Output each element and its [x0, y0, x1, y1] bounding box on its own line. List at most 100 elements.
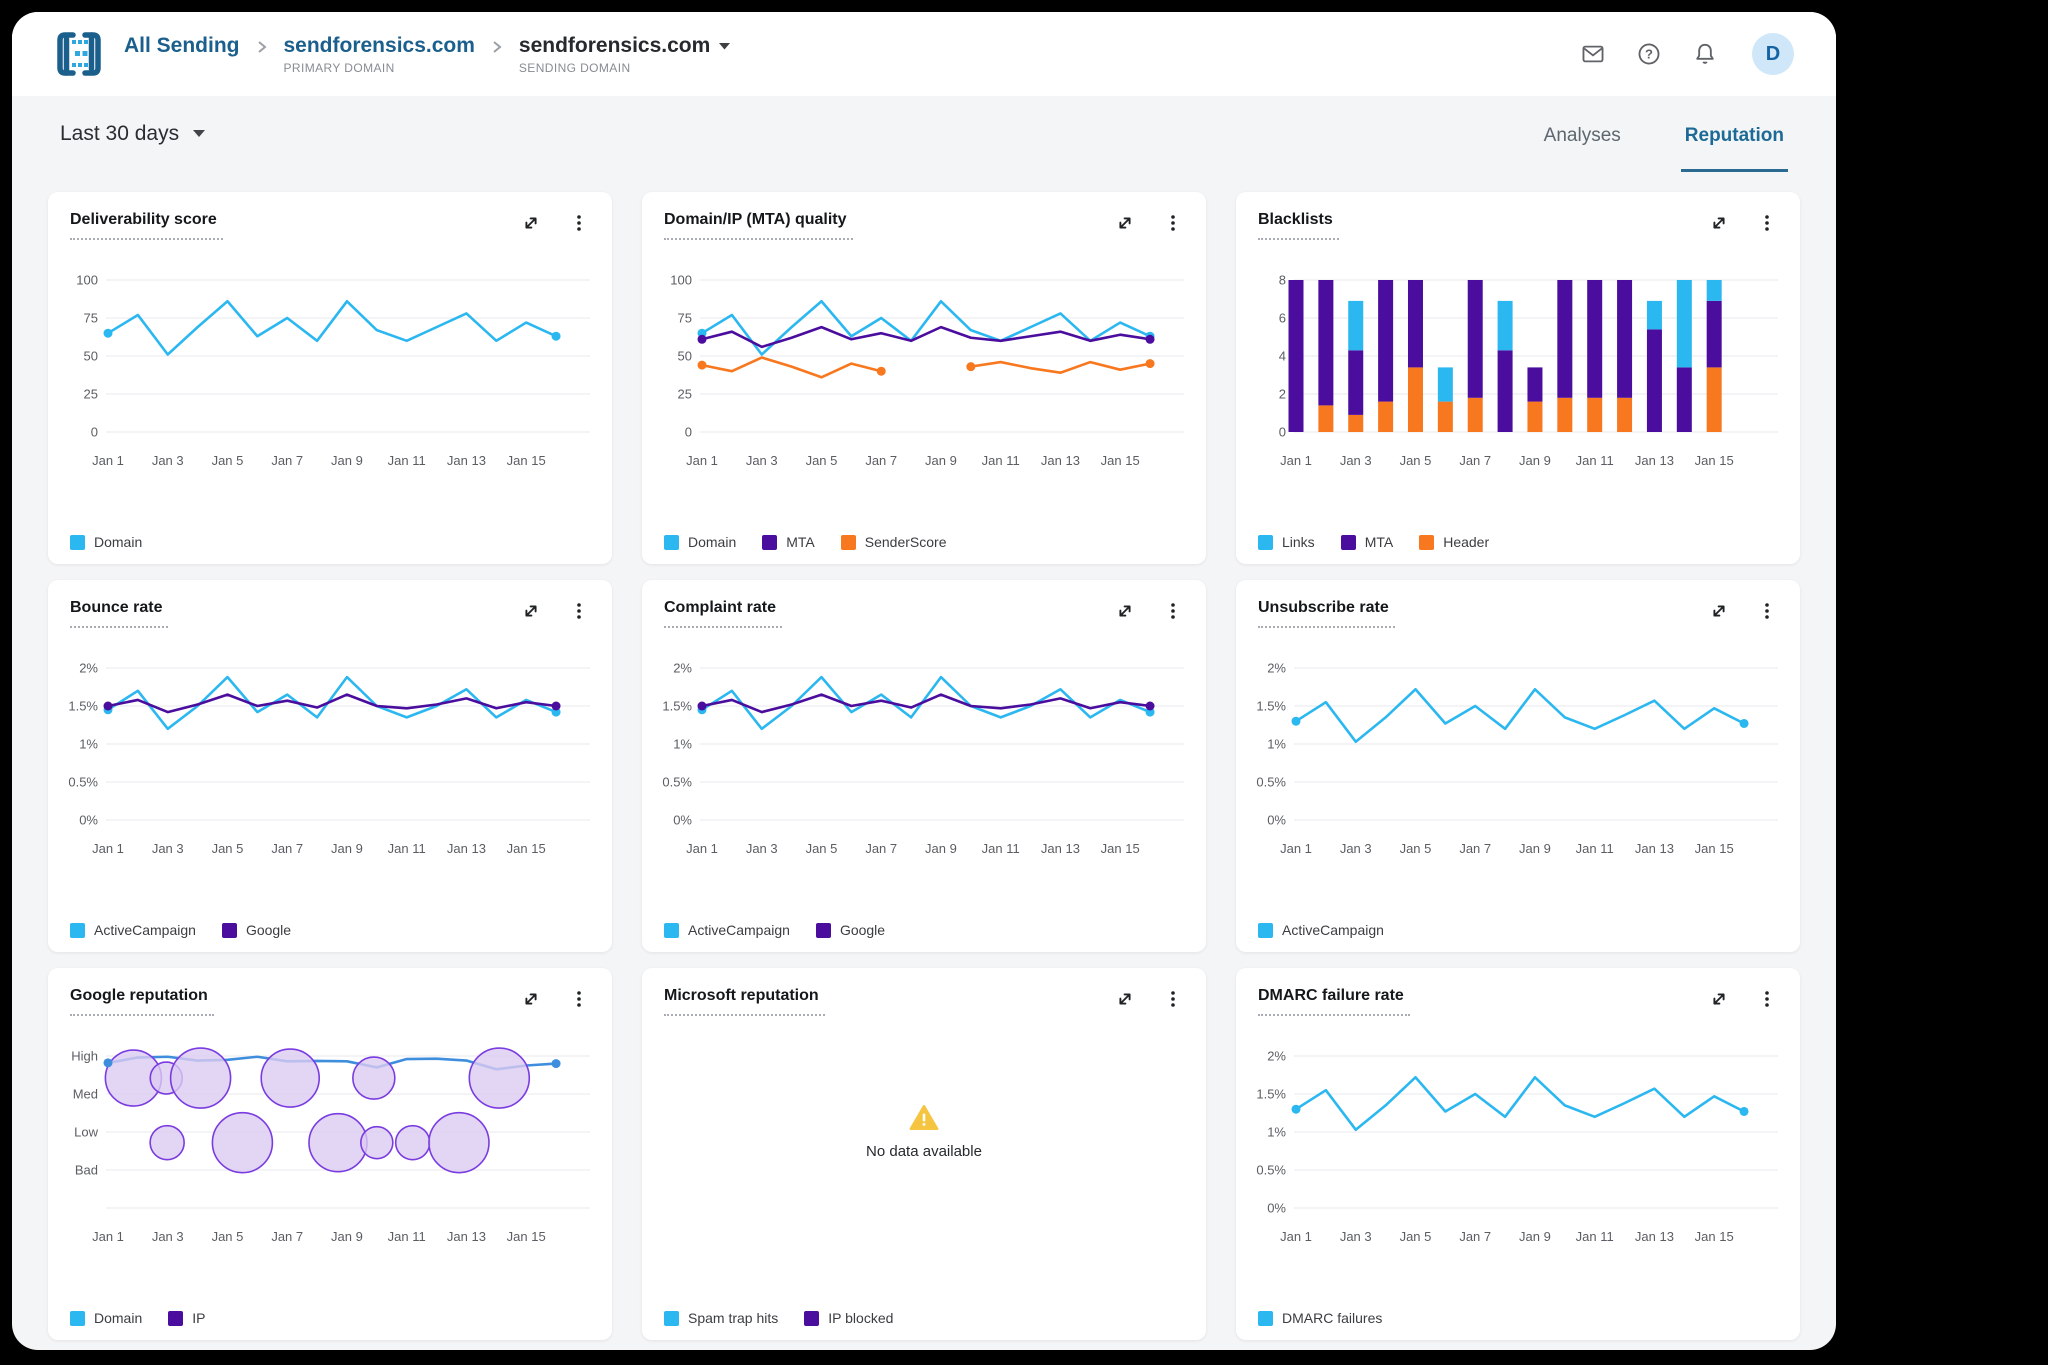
notifications-icon[interactable]	[1692, 41, 1718, 67]
svg-text:Jan 9: Jan 9	[1519, 841, 1551, 856]
legend-item: Links	[1258, 534, 1315, 550]
more-options-icon[interactable]	[1756, 988, 1778, 1010]
breadcrumb: All Sending sendforensics.com PRIMARY DO…	[124, 34, 731, 75]
svg-text:1.5%: 1.5%	[68, 699, 98, 714]
svg-text:1%: 1%	[1267, 737, 1286, 752]
svg-text:Jan 3: Jan 3	[152, 841, 184, 856]
svg-text:Jan 13: Jan 13	[1635, 841, 1674, 856]
svg-text:Jan 13: Jan 13	[1041, 453, 1080, 468]
tab-reputation[interactable]: Reputation	[1680, 96, 1788, 172]
caret-down-icon	[719, 42, 731, 49]
legend-swatch	[804, 1310, 820, 1326]
toolbar: Last 30 days Analyses Reputation	[12, 96, 1836, 172]
card-actions-deliverability-score	[520, 212, 590, 234]
svg-text:Jan 11: Jan 11	[388, 453, 426, 468]
legend-label: Header	[1443, 534, 1490, 550]
legend-item: SenderScore	[840, 534, 947, 550]
svg-text:1.5%: 1.5%	[662, 699, 692, 714]
breadcrumb-item-all-sending: All Sending	[124, 34, 240, 58]
mail-icon[interactable]	[1580, 41, 1606, 67]
chart-dmarc-failure-rate: 2% 1.5% 1% 0.5% 0% Jan 1 Jan 3 Jan 5 Jan 7 Jan 9 J…	[1256, 1026, 1778, 1255]
legend-swatch	[221, 922, 237, 938]
more-options-icon[interactable]	[1162, 988, 1184, 1010]
more-options-icon[interactable]	[568, 600, 590, 622]
legend-item: Domain	[664, 534, 736, 550]
legend-swatch	[664, 1310, 679, 1326]
svg-text:Jan 7: Jan 7	[1459, 841, 1491, 856]
svg-text:Jan 5: Jan 5	[1400, 1229, 1432, 1244]
svg-text:Jan 1: Jan 1	[1280, 453, 1312, 468]
legend-label: MTA	[1364, 534, 1394, 550]
sending-domain-selector[interactable]: sendforensics.com	[519, 34, 731, 58]
expand-icon[interactable]	[1708, 600, 1730, 622]
card-microsoft-reputation: Microsoft reputation No data available Spa…	[642, 968, 1206, 1340]
svg-text:Jan 9: Jan 9	[331, 841, 363, 856]
card-title-domain-ip-mta-quality: Domain/IP (MTA) quality	[664, 210, 853, 240]
svg-text:1%: 1%	[79, 737, 98, 752]
expand-icon[interactable]	[1708, 988, 1730, 1010]
more-options-icon[interactable]	[1756, 600, 1778, 622]
expand-icon[interactable]	[1708, 212, 1730, 234]
legend-swatch	[1258, 1310, 1273, 1326]
chart-domain-ip-mta-quality: 100 75 50 25 0 Jan 1 Jan 3 Jan 5 Jan 7 Jan 9 Jan 1…	[664, 250, 1184, 479]
legend-label: ActiveCampaign	[688, 922, 790, 938]
more-options-icon[interactable]	[568, 212, 590, 234]
legend-item: Header	[1419, 534, 1489, 550]
svg-text:Jan 5: Jan 5	[212, 1229, 244, 1244]
legend-swatch	[815, 922, 831, 938]
expand-icon[interactable]	[1114, 212, 1136, 234]
legend-item: Domain	[70, 534, 142, 550]
svg-text:Jan 7: Jan 7	[1459, 1229, 1491, 1244]
legend-label: MTA	[786, 534, 815, 550]
card-complaint-rate: Complaint rate 2% 1.5% 1% 0.5% 0% Jan 1 Jan 3 Ja…	[642, 580, 1206, 952]
svg-text:Jan 7: Jan 7	[271, 453, 303, 468]
svg-text:75: 75	[678, 311, 692, 326]
more-options-icon[interactable]	[1162, 212, 1184, 234]
breadcrumb-all-sending-link[interactable]: All Sending	[124, 34, 240, 57]
breadcrumb-primary-domain-link[interactable]: sendforensics.com	[283, 34, 475, 57]
card-actions-bounce-rate	[520, 600, 590, 622]
expand-icon[interactable]	[520, 212, 542, 234]
svg-text:Jan 7: Jan 7	[271, 1229, 303, 1244]
tab-analyses[interactable]: Analyses	[1543, 124, 1621, 146]
card-title-google-reputation: Google reputation	[70, 986, 214, 1016]
svg-text:0.5%: 0.5%	[662, 775, 692, 790]
more-options-icon[interactable]	[1162, 600, 1184, 622]
more-options-icon[interactable]	[1756, 212, 1778, 234]
legend-swatch	[70, 534, 85, 550]
legend-label: SenderScore	[864, 534, 947, 550]
card-header-deliverability-score: Deliverability score	[48, 192, 612, 240]
expand-icon[interactable]	[520, 600, 542, 622]
expand-icon[interactable]	[1114, 600, 1136, 622]
card-header-bounce-rate: Bounce rate	[48, 580, 612, 628]
legend-item: IP blocked	[804, 1310, 893, 1326]
svg-text:Jan 13: Jan 13	[447, 1229, 486, 1244]
svg-text:100: 100	[76, 273, 98, 288]
svg-text:Jan 1: Jan 1	[92, 453, 124, 468]
more-options-icon[interactable]	[568, 988, 590, 1010]
chart-deliverability-score: 100 75 50 25 0 Jan 1 Jan 3 Jan 5 Jan 7 Jan 9 Jan 1…	[70, 250, 590, 479]
svg-text:1.5%: 1.5%	[1256, 1087, 1286, 1102]
date-range-selector[interactable]: Last 30 days	[60, 96, 206, 172]
user-avatar[interactable]: D	[1752, 33, 1794, 75]
legend-swatch	[1258, 922, 1273, 938]
header-actions: ? D	[1580, 12, 1794, 96]
svg-text:0.5%: 0.5%	[1256, 1163, 1286, 1178]
legend-swatch	[1258, 534, 1273, 550]
svg-text:Jan 15: Jan 15	[507, 1229, 546, 1244]
expand-icon[interactable]	[520, 988, 542, 1010]
expand-icon[interactable]	[1114, 988, 1136, 1010]
legend-label: Domain	[94, 534, 143, 550]
card-actions-unsubscribe-rate	[1708, 600, 1778, 622]
card-dmarc-failure-rate: DMARC failure rate 2% 1.5% 1% 0.5% 0% Jan 1 Jan…	[1236, 968, 1800, 1340]
chart-blacklists: 8 6 4 2 0 Jan 1 Jan 3 Jan 5 Jan 7 Jan 9 Jan 11 Jan …	[1258, 250, 1778, 479]
chart-complaint-rate: 2% 1.5% 1% 0.5% 0% Jan 1 Jan 3 Jan 5 Jan 7 Jan 9 J…	[662, 638, 1184, 867]
legend-label: ActiveCampaign	[1282, 922, 1384, 938]
help-icon[interactable]: ?	[1636, 41, 1662, 67]
card-title-blacklists: Blacklists	[1258, 210, 1339, 240]
svg-text:?: ?	[1645, 47, 1653, 62]
legend-item: Google	[815, 922, 885, 938]
legend-complaint-rate: ActiveCampaign Google	[664, 922, 885, 938]
svg-text:Jan 1: Jan 1	[92, 1229, 124, 1244]
breadcrumb-primary-domain-sublabel: PRIMARY DOMAIN	[283, 61, 395, 75]
